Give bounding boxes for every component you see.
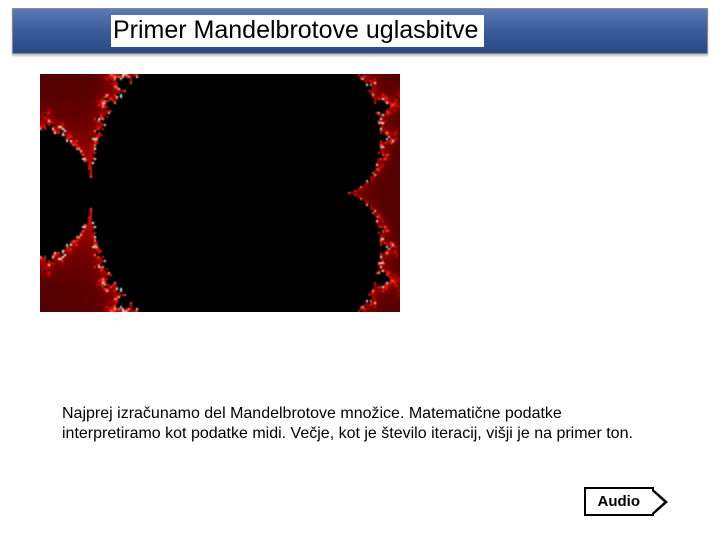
play-arrow-icon xyxy=(652,488,668,516)
page-title: Primer Mandelbrotove uglasbitve xyxy=(111,15,484,47)
body-paragraph: Najprej izračunamo del Mandelbrotove mno… xyxy=(62,404,658,445)
audio-button-label: Audio xyxy=(584,487,655,516)
title-bar: Primer Mandelbrotove uglasbitve xyxy=(12,8,708,54)
audio-button[interactable]: Audio xyxy=(584,487,669,516)
mandelbrot-canvas xyxy=(40,74,400,312)
fractal-image xyxy=(40,74,400,312)
